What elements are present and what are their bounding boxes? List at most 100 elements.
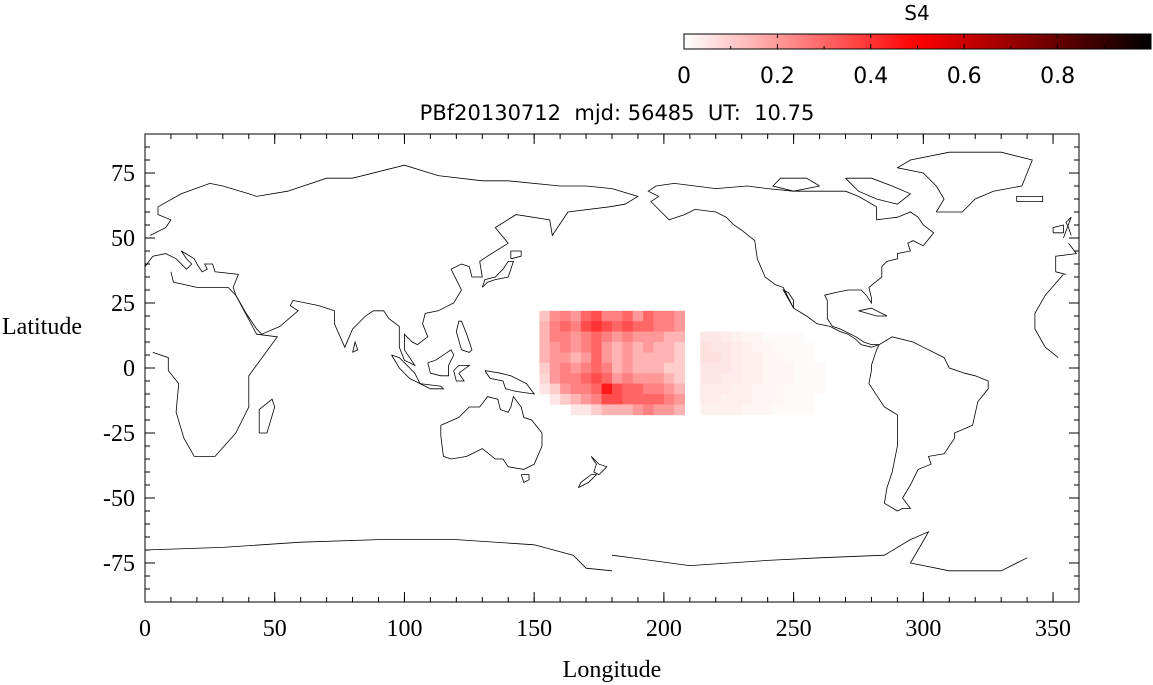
heat-cell xyxy=(560,394,571,405)
heat-cell xyxy=(622,321,634,332)
heat-cell xyxy=(731,342,743,353)
heat-cell xyxy=(622,394,634,405)
heat-cell xyxy=(643,373,654,384)
heat-cell xyxy=(752,342,763,353)
heat-cell xyxy=(612,352,623,364)
coastline xyxy=(896,151,1033,213)
heat-cell xyxy=(783,394,795,405)
heat-cell xyxy=(793,362,805,374)
heat-cell xyxy=(762,352,774,364)
heat-cell xyxy=(720,404,732,416)
heat-cell xyxy=(612,321,623,332)
heat-cell xyxy=(772,331,784,343)
heat-cell xyxy=(710,373,722,384)
heat-cell xyxy=(549,383,561,395)
x-tick-label: 200 xyxy=(646,616,682,642)
y-tick-labels: 75 50 25 0 -25 -50 -75 xyxy=(103,161,135,577)
heat-cell xyxy=(731,373,743,384)
heat-cell xyxy=(793,331,805,343)
heat-cell xyxy=(612,404,623,416)
heat-cell xyxy=(591,383,603,395)
coastline xyxy=(455,320,473,353)
heat-cell xyxy=(783,331,795,343)
heat-cell xyxy=(580,310,592,322)
heat-cell xyxy=(663,321,675,332)
heat-cell xyxy=(814,362,826,374)
heat-cell xyxy=(720,362,732,374)
heat-cell xyxy=(612,310,623,322)
coastline xyxy=(647,182,935,348)
x-tick-label: 300 xyxy=(905,616,941,642)
heat-cell xyxy=(622,383,634,395)
colorbar-tick-label: 0.2 xyxy=(760,64,795,89)
heat-cell xyxy=(643,342,654,353)
heat-cell xyxy=(601,331,613,343)
heat-cell xyxy=(591,310,603,322)
heat-cell xyxy=(814,373,826,384)
heat-cell xyxy=(783,373,795,384)
y-tick-label: 50 xyxy=(111,226,135,252)
heat-cell xyxy=(612,331,623,343)
coastline xyxy=(772,177,820,192)
heat-cell xyxy=(803,383,815,395)
heat-cell xyxy=(591,352,603,364)
heat-cell xyxy=(752,331,763,343)
heat-cell xyxy=(570,383,582,395)
heat-cell xyxy=(663,373,675,384)
heat-cell xyxy=(643,404,654,416)
heat-cell xyxy=(674,352,686,364)
coastline xyxy=(868,336,989,512)
heat-cell xyxy=(560,373,571,384)
heat-cell xyxy=(793,404,805,416)
heat-cell xyxy=(720,331,732,343)
heat-cell xyxy=(803,394,815,405)
coastline xyxy=(258,398,276,434)
heat-cell xyxy=(549,362,561,374)
heat-cell xyxy=(570,331,582,343)
heat-cell xyxy=(591,331,603,343)
heat-cell xyxy=(783,383,795,395)
map-title: PBf20130712 mjd: 56485 UT: 10.75 xyxy=(420,101,815,125)
heat-cell xyxy=(632,310,644,322)
heat-cell xyxy=(772,383,784,395)
heat-cell xyxy=(772,373,784,384)
heat-cell xyxy=(560,310,571,322)
heat-cell xyxy=(710,352,722,364)
heat-cell xyxy=(653,352,665,364)
heat-cell xyxy=(762,342,774,353)
heat-cell xyxy=(591,321,603,332)
heat-cell xyxy=(580,321,592,332)
heat-cell xyxy=(580,373,592,384)
coastline xyxy=(419,383,445,390)
heat-cell xyxy=(803,373,815,384)
heat-cell xyxy=(700,394,711,405)
heat-cell xyxy=(570,352,582,364)
heat-cell xyxy=(601,362,613,374)
heat-cell xyxy=(752,362,763,374)
coastline xyxy=(1063,216,1072,239)
heat-cell xyxy=(710,394,722,405)
heat-cell xyxy=(663,352,675,364)
heat-cell xyxy=(632,383,644,395)
heat-cell xyxy=(700,362,711,374)
heat-cell xyxy=(622,342,634,353)
heat-cell xyxy=(814,383,826,395)
x-tick-label: 50 xyxy=(263,616,287,642)
heat-cell xyxy=(783,352,795,364)
heat-cell xyxy=(601,383,613,395)
heat-cell xyxy=(674,321,686,332)
heat-cell xyxy=(762,331,774,343)
coastline xyxy=(453,365,471,382)
heat-cell xyxy=(783,404,795,416)
heat-cell xyxy=(674,331,686,343)
heat-cell xyxy=(643,352,654,364)
heat-cell xyxy=(663,383,675,395)
heat-cell xyxy=(560,321,571,332)
coastline xyxy=(440,395,543,470)
heat-cell xyxy=(612,362,623,374)
heat-cell xyxy=(803,342,815,353)
heat-cell xyxy=(601,321,613,332)
colorbar-tick-label: 0 xyxy=(677,64,691,89)
heat-cell xyxy=(643,321,654,332)
heat-cell xyxy=(632,394,644,405)
